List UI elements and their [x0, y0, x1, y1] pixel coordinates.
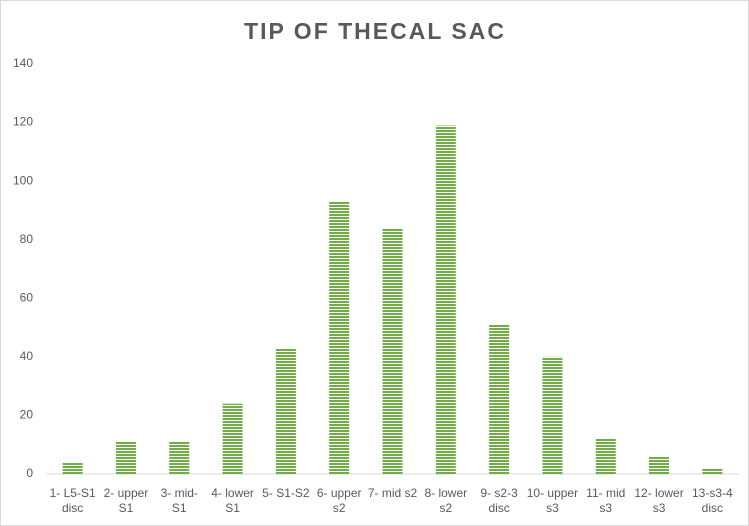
x-tick-label: 9- s2-3 disc — [480, 486, 518, 515]
y-tick-label: 120 — [13, 115, 33, 129]
x-tick-label: 2- upper S1 — [103, 486, 149, 515]
x-tick-label: 3- mid- S1 — [160, 486, 198, 515]
x-tick-label: 11- mid s3 — [586, 486, 626, 515]
x-tick-label: 6- upper s2 — [316, 486, 362, 515]
bar — [435, 125, 456, 474]
y-tick-label: 80 — [20, 232, 34, 246]
x-tick-label: 8- lower s2 — [424, 486, 468, 515]
bar — [382, 228, 403, 474]
y-tick-label: 20 — [20, 408, 34, 422]
bar — [169, 441, 190, 474]
y-tick-label: 40 — [20, 349, 34, 363]
bar — [329, 201, 350, 474]
bar — [222, 403, 243, 474]
bar — [595, 438, 616, 474]
y-tick-label: 60 — [20, 290, 34, 304]
x-tick-label: 10- upper s3 — [526, 486, 579, 515]
bar — [115, 441, 136, 474]
x-tick-label: 4- lower S1 — [211, 486, 254, 515]
bar — [489, 324, 510, 474]
x-tick-label: 12- lower s3 — [634, 486, 684, 515]
bar — [702, 468, 723, 474]
x-tick-label: 13-s3-4 disc — [692, 486, 733, 515]
x-tick-label: 7- mid s2 — [367, 486, 418, 500]
bar — [649, 456, 670, 474]
y-tick-label: 140 — [13, 56, 33, 70]
bar — [62, 462, 83, 474]
x-tick-label: 1- L5-S1 disc — [49, 486, 96, 515]
chart-title: TIP OF THECAL SAC — [244, 18, 506, 44]
y-tick-label: 100 — [13, 173, 33, 187]
bar — [542, 356, 563, 474]
y-tick-label: 0 — [26, 466, 33, 480]
bar — [275, 348, 296, 474]
x-tick-label: 5- S1-S2 — [262, 486, 310, 500]
